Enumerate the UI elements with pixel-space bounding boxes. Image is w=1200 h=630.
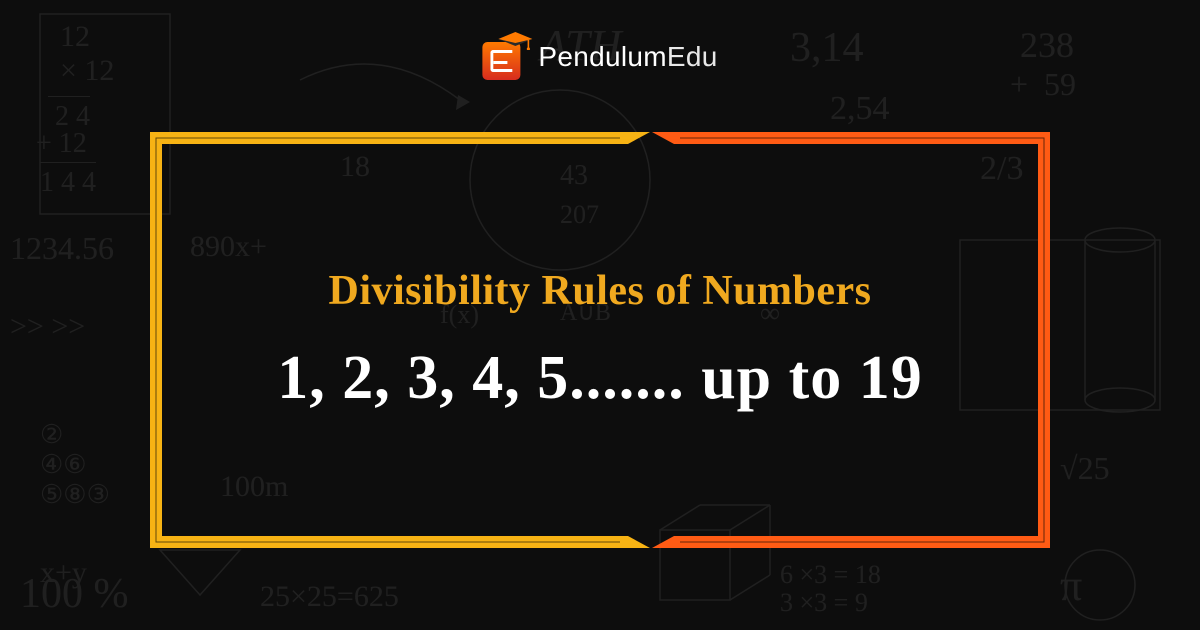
graduation-cap-icon [498,32,532,50]
brand-name-secondary: Edu [667,41,718,72]
card-title: Divisibility Rules of Numbers [328,267,871,315]
title-card: Divisibility Rules of Numbers 1, 2, 3, 4… [140,130,1060,550]
logo-text: PendulumEdu [538,41,717,73]
logo-icon [482,34,528,80]
brand-name-primary: Pendulum [538,41,666,72]
brand-logo: PendulumEdu [482,34,717,80]
card-numbers: 1, 2, 3, 4, 5....... up to 19 [277,343,923,414]
